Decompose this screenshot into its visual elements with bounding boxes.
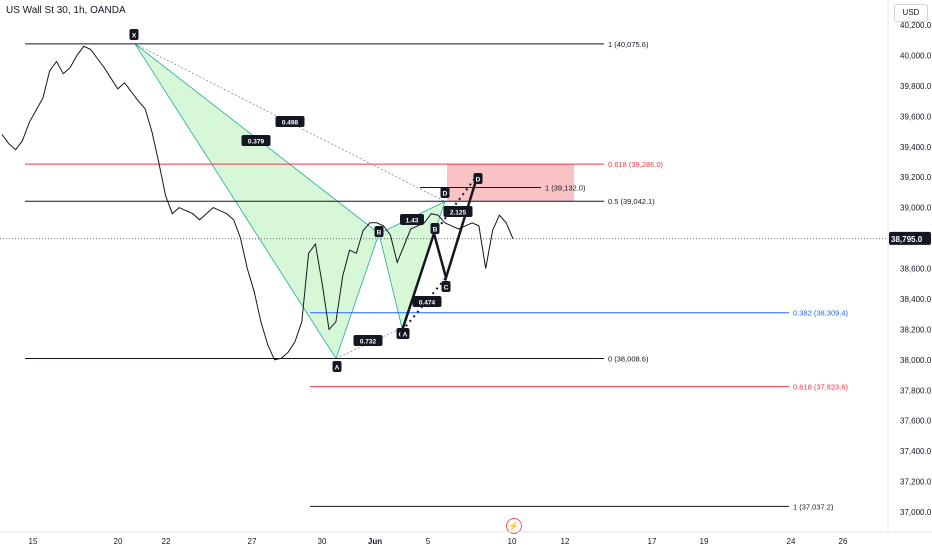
abcd-bd-line (433, 173, 479, 235)
y-axis: 40,200.0 40,000.0 39,800.0 39,600.0 39,400.0… (0, 0, 932, 532)
y-tick-label: 39,800.0 (900, 82, 932, 91)
y-tick-label: 37,800.0 (900, 386, 932, 395)
y-tick-label: 37,600.0 (900, 417, 932, 426)
x-tick-label: 26 (839, 537, 848, 546)
y-tick-label: 37,000.0 (900, 508, 932, 517)
y-tick-label: 38,000.0 (900, 356, 932, 365)
x-tick-label: 17 (648, 537, 657, 546)
abcd-point-label: C (444, 285, 449, 292)
y-tick-label: 38,200.0 (900, 325, 932, 334)
pattern-ratio-label-box (275, 116, 305, 127)
abcd-point-label: D (476, 177, 481, 184)
x-tick-label: 30 (318, 537, 327, 546)
abcd-point-label: A (403, 332, 408, 339)
pattern-ratio-label: 0.379 (248, 139, 265, 146)
price-series (1, 45, 514, 361)
abcd-pattern (400, 173, 480, 332)
pattern-point-label: D (443, 191, 448, 198)
pattern-ratio-label: 0.498 (282, 120, 299, 127)
chart-title: US Wall St 30, 1h, OANDA (6, 5, 126, 16)
y-tick-label: 39,200.0 (900, 173, 932, 182)
x-tick-label: 22 (162, 537, 171, 546)
x-tick-label: Jun (368, 537, 382, 546)
y-tick-label: 39,400.0 (900, 143, 932, 152)
x-axis: 15 20 22 27 30 Jun 5 10 12 17 19 24 26 (0, 531, 932, 546)
x-tick-label: 15 (29, 537, 38, 546)
pattern-ratio-label-box (241, 135, 271, 146)
abcd-line (400, 173, 480, 332)
fib-label: 1 (40,075.6) (608, 40, 649, 49)
abcd-point-label-box (430, 223, 440, 234)
prz-rect (447, 164, 574, 202)
pattern-ratio-label: 1.43 (406, 218, 419, 225)
pattern-point-label-box (374, 226, 384, 237)
y-tick-label: 39,600.0 (900, 112, 932, 121)
y-tick-label: 37,400.0 (900, 447, 932, 456)
fib-label: 0.618 (39,286.0) (608, 160, 664, 169)
prz-zone (447, 164, 574, 202)
price-line (1, 45, 514, 361)
last-price-label: 38,795.0 (891, 235, 923, 244)
pattern-point-label: B (377, 230, 382, 237)
x-tick-label: 27 (248, 537, 257, 546)
fib-label: 1 (37,037.2) (793, 502, 834, 511)
abcd-ratio-label-box (412, 296, 442, 307)
pattern-point-label: X (132, 33, 137, 40)
pattern-ratio-label-box (400, 214, 424, 225)
x-tick-label: 20 (114, 537, 123, 546)
fib-label: 0.618 (37,823.6) (793, 383, 849, 392)
abcd-point-label-box (473, 173, 483, 184)
y-tick-label: 37,200.0 (900, 478, 932, 487)
y-tick-label: 40,000.0 (900, 51, 932, 60)
currency-button[interactable]: USD (894, 4, 928, 22)
x-tick-label: 19 (700, 537, 709, 546)
pattern-point-label-box (332, 361, 342, 372)
pattern-point-label-box (440, 187, 450, 198)
x-tick-label: 24 (787, 537, 796, 546)
abcd-point-label-box (400, 328, 410, 339)
abcd-point-label: B (433, 227, 438, 234)
x-tick-label: 12 (561, 537, 570, 546)
pattern-ratio-label-box (353, 335, 383, 346)
lightning-icon[interactable]: ⚡ (506, 518, 522, 534)
y-tick-label: 39,000.0 (900, 204, 932, 213)
abcd-ratio-label-box (443, 206, 473, 217)
fib-label: 1 (39,132.0) (545, 184, 586, 193)
y-tick-label: 40,200.0 (900, 21, 932, 30)
y-tick-label: 38,400.0 (900, 295, 932, 304)
pattern-ratio-label: 0.732 (360, 339, 377, 346)
x-tick-label: 5 (426, 537, 431, 546)
x-tick-label: 10 (508, 537, 517, 546)
abcd-ratio-label: 0.474 (419, 300, 436, 307)
abcd-ratio-label: 2.125 (450, 210, 467, 217)
last-price-tag (889, 231, 931, 245)
fib-label: 0.382 (38,309.4) (793, 309, 849, 318)
fib-label: 0.5 (39,042.1) (608, 197, 655, 206)
fib-label: 0 (38,008.6) (608, 355, 649, 364)
y-tick-label: 38,600.0 (900, 265, 932, 274)
abcd-point-label-box (441, 281, 451, 292)
pattern-point-label-box (129, 29, 139, 40)
pattern-point-label: A (335, 365, 340, 372)
fib-levels: 1 (40,075.6) 0.618 (39,286.0) 0.5 (39,042.… (25, 40, 849, 511)
